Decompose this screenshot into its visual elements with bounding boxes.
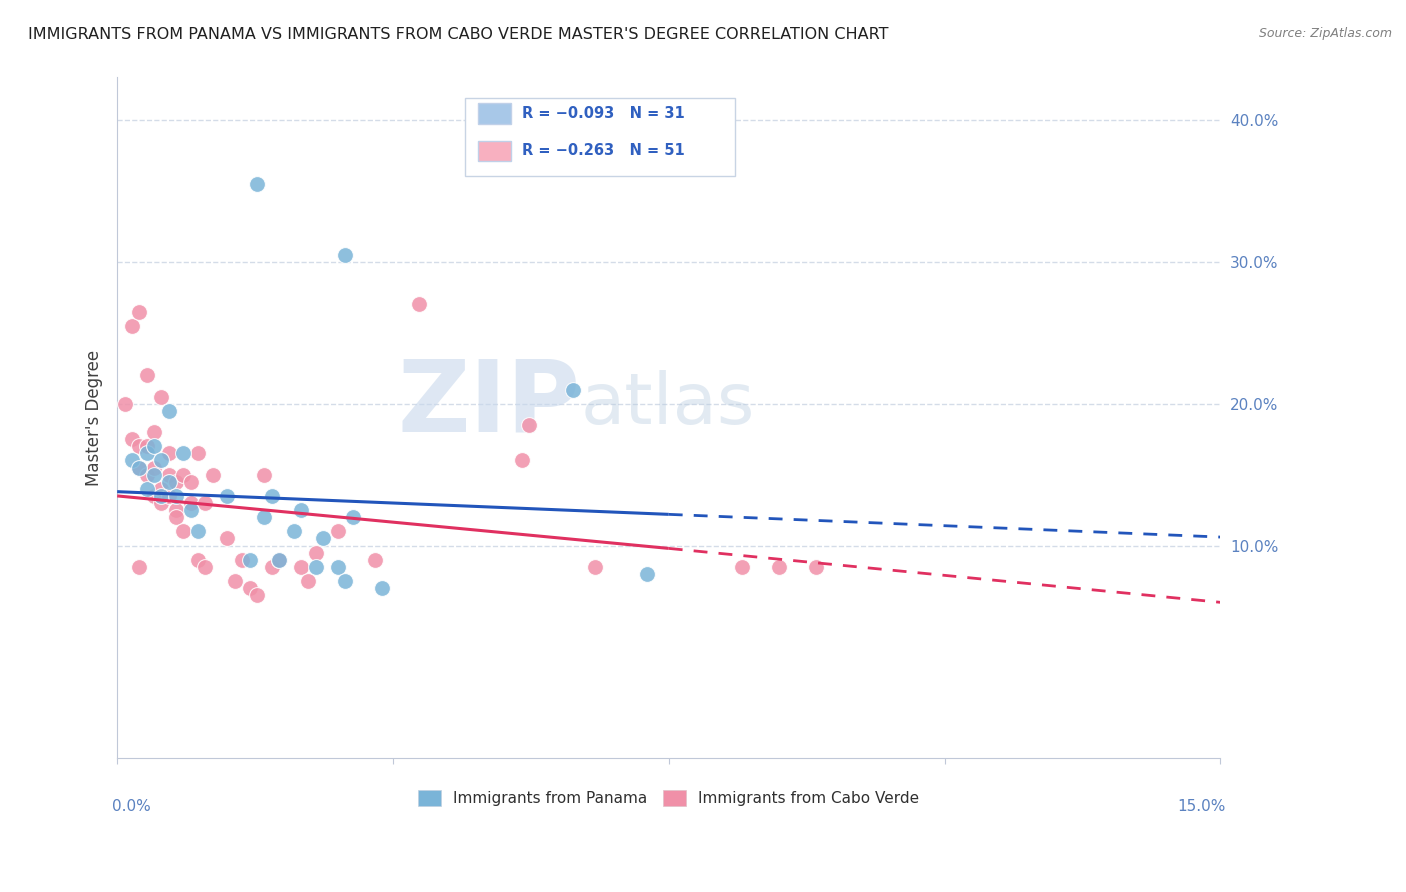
Point	[510, 453, 533, 467]
Point	[371, 581, 394, 595]
Point	[194, 496, 217, 510]
Legend: Immigrants from Panama, Immigrants from Cabo Verde: Immigrants from Panama, Immigrants from …	[412, 784, 925, 812]
Y-axis label: Master's Degree: Master's Degree	[86, 350, 103, 486]
Point	[165, 510, 187, 524]
Text: atlas: atlas	[581, 370, 755, 439]
Point	[121, 318, 143, 333]
Point	[157, 475, 180, 489]
Point	[731, 559, 754, 574]
Point	[253, 467, 276, 482]
Point	[201, 467, 224, 482]
Point	[150, 482, 173, 496]
Point	[180, 475, 202, 489]
Point	[238, 553, 260, 567]
Point	[135, 467, 157, 482]
Point	[157, 489, 180, 503]
Point	[260, 559, 283, 574]
Text: 0.0%: 0.0%	[111, 799, 150, 814]
Point	[231, 553, 253, 567]
Point	[342, 510, 364, 524]
Point	[283, 524, 305, 539]
Point	[121, 453, 143, 467]
Point	[562, 383, 585, 397]
Point	[517, 417, 540, 432]
Point	[114, 397, 136, 411]
Point	[180, 503, 202, 517]
Point	[290, 559, 312, 574]
Point	[150, 489, 173, 503]
Point	[238, 581, 260, 595]
Text: R = −0.093   N = 31: R = −0.093 N = 31	[522, 106, 685, 121]
Point	[583, 559, 606, 574]
FancyBboxPatch shape	[478, 141, 510, 161]
Point	[121, 432, 143, 446]
Point	[246, 177, 269, 191]
Point	[363, 553, 385, 567]
Point	[143, 467, 166, 482]
Point	[157, 446, 180, 460]
Point	[165, 503, 187, 517]
Point	[217, 532, 239, 546]
Point	[157, 404, 180, 418]
Point	[172, 446, 194, 460]
Point	[333, 574, 356, 588]
Point	[804, 559, 827, 574]
FancyBboxPatch shape	[464, 98, 735, 177]
Point	[187, 446, 209, 460]
Point	[408, 297, 430, 311]
Text: R = −0.263   N = 51: R = −0.263 N = 51	[522, 144, 685, 159]
Text: 15.0%: 15.0%	[1177, 799, 1226, 814]
Point	[187, 553, 209, 567]
Point	[267, 553, 290, 567]
Point	[128, 439, 150, 453]
Text: Source: ZipAtlas.com: Source: ZipAtlas.com	[1258, 27, 1392, 40]
Point	[246, 588, 269, 602]
FancyBboxPatch shape	[478, 103, 510, 124]
Point	[333, 248, 356, 262]
Point	[135, 368, 157, 383]
Point	[165, 489, 187, 503]
Point	[217, 489, 239, 503]
Point	[143, 425, 166, 439]
Point	[636, 566, 658, 581]
Point	[135, 439, 157, 453]
Point	[180, 496, 202, 510]
Point	[165, 475, 187, 489]
Point	[224, 574, 246, 588]
Point	[260, 489, 283, 503]
Point	[135, 482, 157, 496]
Text: ZIP: ZIP	[398, 356, 581, 453]
Point	[326, 524, 349, 539]
Point	[312, 532, 335, 546]
Point	[143, 489, 166, 503]
Point	[128, 460, 150, 475]
Point	[253, 510, 276, 524]
Point	[128, 460, 150, 475]
Point	[150, 390, 173, 404]
Point	[135, 446, 157, 460]
Point	[143, 460, 166, 475]
Point	[305, 559, 328, 574]
Point	[172, 524, 194, 539]
Point	[305, 546, 328, 560]
Point	[172, 467, 194, 482]
Text: IMMIGRANTS FROM PANAMA VS IMMIGRANTS FROM CABO VERDE MASTER'S DEGREE CORRELATION: IMMIGRANTS FROM PANAMA VS IMMIGRANTS FRO…	[28, 27, 889, 42]
Point	[267, 553, 290, 567]
Point	[187, 524, 209, 539]
Point	[194, 559, 217, 574]
Point	[326, 559, 349, 574]
Point	[128, 304, 150, 318]
Point	[297, 574, 319, 588]
Point	[128, 559, 150, 574]
Point	[768, 559, 790, 574]
Point	[290, 503, 312, 517]
Point	[150, 496, 173, 510]
Point	[143, 439, 166, 453]
Point	[157, 467, 180, 482]
Point	[150, 453, 173, 467]
